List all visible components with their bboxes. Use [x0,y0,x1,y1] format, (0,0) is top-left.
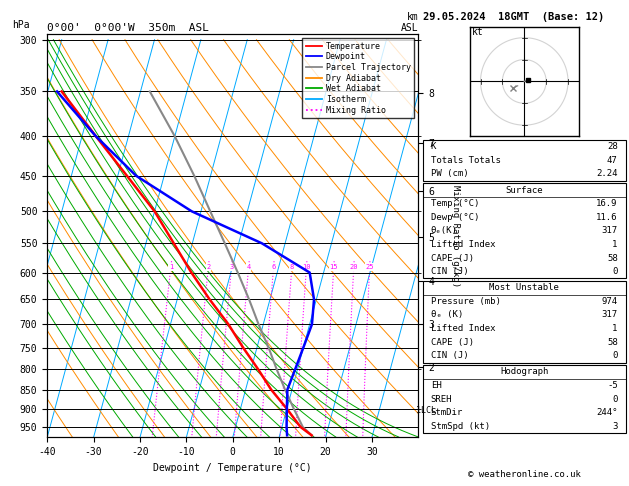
Text: 8: 8 [290,264,294,270]
Text: 0: 0 [613,351,618,360]
Text: 58: 58 [607,338,618,347]
Text: CAPE (J): CAPE (J) [431,338,474,347]
X-axis label: Dewpoint / Temperature (°C): Dewpoint / Temperature (°C) [153,463,312,473]
Text: Totals Totals: Totals Totals [431,156,501,165]
Text: 974: 974 [601,297,618,306]
Text: Lifted Index: Lifted Index [431,324,495,333]
Text: 0°00'  0°00'W  350m  ASL: 0°00' 0°00'W 350m ASL [47,23,209,33]
Text: 244°: 244° [596,408,618,417]
Text: 15: 15 [330,264,338,270]
Y-axis label: hPa: hPa [13,20,30,30]
Legend: Temperature, Dewpoint, Parcel Trajectory, Dry Adiabat, Wet Adiabat, Isotherm, Mi: Temperature, Dewpoint, Parcel Trajectory… [303,38,414,118]
Text: 25: 25 [365,264,374,270]
Y-axis label: Mixing Ratio (g/kg): Mixing Ratio (g/kg) [450,185,460,287]
Text: 0: 0 [613,267,618,276]
Text: 1: 1 [613,324,618,333]
Text: 2.24: 2.24 [596,170,618,178]
Text: 58: 58 [607,254,618,262]
Text: StmSpd (kt): StmSpd (kt) [431,422,490,431]
Text: 6: 6 [272,264,276,270]
Text: 4: 4 [247,264,251,270]
Text: Hodograph: Hodograph [500,367,548,376]
Text: 11.6: 11.6 [596,213,618,222]
Text: Pressure (mb): Pressure (mb) [431,297,501,306]
Text: 1: 1 [613,240,618,249]
Text: Most Unstable: Most Unstable [489,283,559,292]
Text: 2: 2 [206,264,211,270]
Text: 29.05.2024  18GMT  (Base: 12): 29.05.2024 18GMT (Base: 12) [423,12,604,22]
Text: EH: EH [431,381,442,390]
Text: CIN (J): CIN (J) [431,351,469,360]
Text: θₑ (K): θₑ (K) [431,311,463,319]
Text: 317: 317 [601,311,618,319]
Text: PW (cm): PW (cm) [431,170,469,178]
Text: 20: 20 [350,264,358,270]
Text: 0: 0 [613,395,618,403]
Text: Surface: Surface [506,186,543,194]
Text: 16.9: 16.9 [596,199,618,208]
Text: SREH: SREH [431,395,452,403]
Text: 47: 47 [607,156,618,165]
Text: km
ASL: km ASL [401,12,418,33]
Text: 1: 1 [169,264,173,270]
Text: © weatheronline.co.uk: © weatheronline.co.uk [468,469,581,479]
Text: Temp (°C): Temp (°C) [431,199,479,208]
Text: CIN (J): CIN (J) [431,267,469,276]
Text: StmDir: StmDir [431,408,463,417]
Text: 3: 3 [613,422,618,431]
Text: kt: kt [472,28,484,37]
Text: 28: 28 [607,142,618,151]
Text: CAPE (J): CAPE (J) [431,254,474,262]
Text: Dewp (°C): Dewp (°C) [431,213,479,222]
Text: 1LCL: 1LCL [416,406,436,415]
Text: 317: 317 [601,226,618,235]
Text: K: K [431,142,436,151]
Text: -5: -5 [607,381,618,390]
Text: θₑ(K): θₑ(K) [431,226,458,235]
Text: 10: 10 [302,264,311,270]
Text: Lifted Index: Lifted Index [431,240,495,249]
Text: 3: 3 [230,264,234,270]
